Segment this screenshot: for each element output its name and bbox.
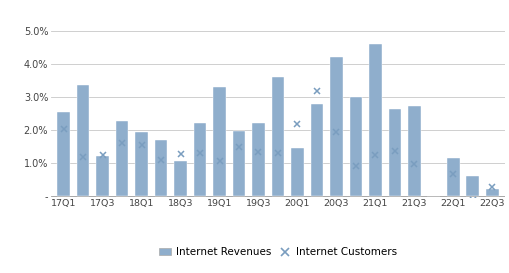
Bar (291, 148, 303, 196)
Bar (466, 176, 478, 196)
Bar (193, 123, 206, 196)
Legend: Internet Revenues, Internet Customers: Internet Revenues, Internet Customers (154, 243, 401, 262)
Bar (388, 109, 401, 196)
Bar (271, 78, 284, 196)
Bar (135, 132, 148, 196)
Bar (154, 140, 167, 196)
Bar (369, 44, 381, 196)
Bar (232, 131, 245, 196)
Bar (174, 161, 186, 196)
Bar (485, 189, 498, 196)
Bar (310, 105, 323, 196)
Bar (251, 123, 264, 196)
Bar (116, 121, 128, 196)
Bar (407, 106, 420, 196)
Bar (77, 85, 89, 196)
Bar (349, 97, 361, 196)
Bar (329, 57, 342, 196)
Bar (57, 112, 70, 196)
Bar (96, 156, 109, 196)
Bar (446, 158, 459, 196)
Bar (213, 87, 225, 196)
